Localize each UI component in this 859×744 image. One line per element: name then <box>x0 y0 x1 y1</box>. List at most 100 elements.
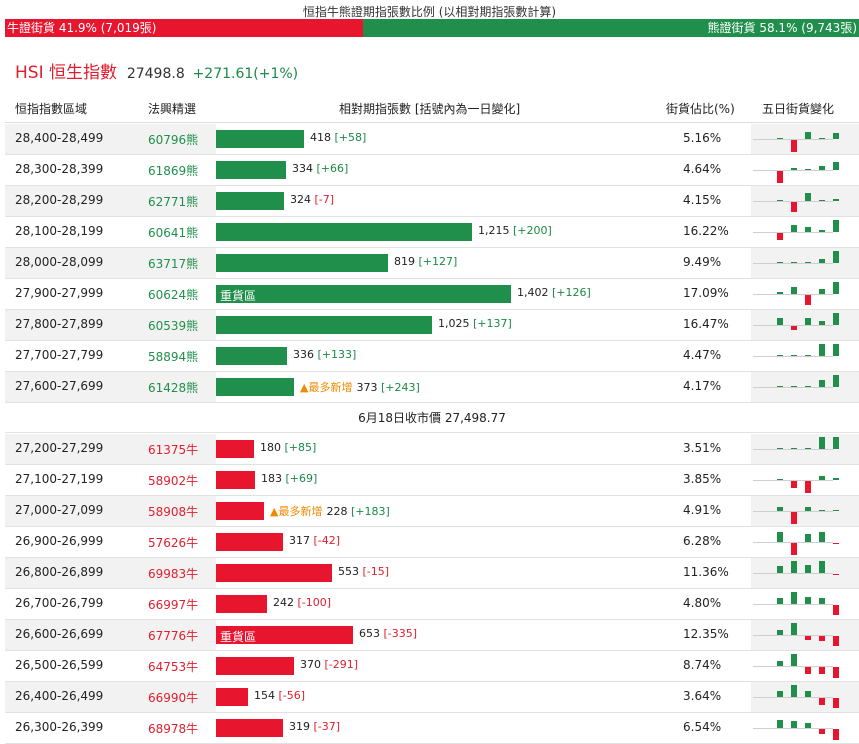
warrant-code-link[interactable]: 60624熊 <box>148 288 199 302</box>
warrant-code-link[interactable]: 57626牛 <box>148 536 199 550</box>
range-cell: 28,100-28,199 <box>15 224 104 238</box>
volume-number: 180 <box>260 441 281 454</box>
row-divider <box>5 681 859 682</box>
volume-change: [+69] <box>285 472 318 485</box>
sparkline-bar <box>777 720 783 728</box>
sparkline-baseline <box>753 170 833 171</box>
volume-change: [+58] <box>334 131 367 144</box>
table-row: 26,700-26,799 66997牛 242 [-100] 4.80% <box>5 589 859 620</box>
table-row: 28,200-28,299 62771熊 324 [-7] 4.15% <box>5 186 859 217</box>
table-row: 27,900-27,999 60624熊 重貨區 1,402 [+126] 17.09% <box>5 279 859 310</box>
row-divider <box>5 402 859 403</box>
bear-volume-bar <box>216 254 388 272</box>
volume-value: 1,215 [+200] <box>478 224 552 237</box>
five-day-sparkline <box>753 217 839 247</box>
outstanding-pct: 4.17% <box>683 379 722 393</box>
sparkline-bar <box>833 698 839 708</box>
table-row: 28,400-28,499 60796熊 418 [+58] 5.16% <box>5 124 859 155</box>
sparkline-bar <box>819 321 825 325</box>
volume-number: 334 <box>292 162 313 175</box>
warrant-code-link[interactable]: 60641熊 <box>148 226 199 240</box>
sparkline-bar <box>833 162 839 170</box>
volume-change: [+127] <box>418 255 458 268</box>
warrant-code-link[interactable]: 60796熊 <box>148 133 199 147</box>
warrant-code-link[interactable]: 61869熊 <box>148 164 199 178</box>
warrant-code-link[interactable]: 67776牛 <box>148 629 199 643</box>
sparkline-bar <box>833 543 839 544</box>
sparkline-baseline <box>753 232 833 233</box>
five-day-sparkline <box>753 527 839 557</box>
most-new-marker: ▲最多新增 <box>300 381 352 394</box>
outstanding-pct: 6.54% <box>683 720 722 734</box>
warrant-code-link[interactable]: 58894熊 <box>148 350 199 364</box>
warrant-code-link[interactable]: 58908牛 <box>148 505 199 519</box>
bull-volume-bar <box>216 471 255 489</box>
outstanding-pct: 3.85% <box>683 472 722 486</box>
sparkline-bar <box>777 171 783 183</box>
warrant-code-link[interactable]: 61375牛 <box>148 443 199 457</box>
warrant-code-link[interactable]: 61428熊 <box>148 381 199 395</box>
bull-volume-bar: 重貨區 <box>216 626 353 644</box>
sparkline-bar <box>819 636 825 641</box>
range-cell: 27,800-27,899 <box>15 317 104 331</box>
warrant-code-link[interactable]: 63717熊 <box>148 257 199 271</box>
table-row: 27,600-27,699 61428熊 ▲最多新增 373 [+243] 4.17% <box>5 372 859 403</box>
index-price: 27498.8 <box>126 66 185 82</box>
warrant-code-link[interactable]: 58902牛 <box>148 474 199 488</box>
warrant-code-link[interactable]: 64753牛 <box>148 660 199 674</box>
volume-change: [+183] <box>350 505 390 518</box>
warrant-code-link[interactable]: 68978牛 <box>148 722 199 736</box>
sparkline-baseline <box>753 697 833 698</box>
sparkline-baseline <box>753 263 833 264</box>
outstanding-pct: 3.51% <box>683 441 722 455</box>
volume-change: [+243] <box>380 381 420 394</box>
outstanding-pct: 16.22% <box>683 224 729 238</box>
sparkline-bar <box>777 661 783 666</box>
table-row: 27,000-27,099 58908牛 ▲最多新增 228 [+183] 4.91% <box>5 496 859 527</box>
warrant-code-link[interactable]: 69983牛 <box>148 567 199 581</box>
sparkline-baseline <box>753 139 833 140</box>
warrant-code-link[interactable]: 62771熊 <box>148 195 199 209</box>
outstanding-pct: 9.49% <box>683 255 722 269</box>
warrant-code-link[interactable]: 60539熊 <box>148 319 199 333</box>
five-day-sparkline <box>753 248 839 278</box>
bar-cell <box>216 186 751 216</box>
table-row: 28,000-28,099 63717熊 819 [+127] 9.49% <box>5 248 859 279</box>
row-divider <box>5 464 859 465</box>
outstanding-pct: 4.91% <box>683 503 722 517</box>
sparkline-bar <box>833 199 839 201</box>
table-row: 26,500-26,599 64753牛 370 [-291] 8.74% <box>5 651 859 682</box>
sparkline-bar <box>833 478 839 480</box>
volume-number: 819 <box>394 255 415 268</box>
table-row: 27,700-27,799 58894熊 336 [+133] 4.47% <box>5 341 859 372</box>
sparkline-bar <box>833 574 839 575</box>
sparkline-bar <box>791 225 797 232</box>
bar-cell <box>216 496 751 526</box>
sparkline-bar <box>805 132 811 139</box>
bar-cell <box>216 434 751 464</box>
sparkline-baseline <box>753 356 833 357</box>
five-day-sparkline <box>753 310 839 340</box>
sparkline-bar <box>791 543 797 555</box>
warrant-code-link[interactable]: 66990牛 <box>148 691 199 705</box>
row-divider <box>5 216 859 217</box>
sparkline-bar <box>819 598 825 604</box>
warrant-code-link[interactable]: 66997牛 <box>148 598 199 612</box>
ratio-title: 恒指牛熊證期指張數比例 (以相對期指張數計算) <box>302 5 557 19</box>
table-row: 26,900-26,999 57626牛 317 [-42] 6.28% <box>5 527 859 558</box>
volume-value: 324 [-7] <box>290 193 334 206</box>
sparkline-bar <box>777 630 783 635</box>
table-row: 27,800-27,899 60539熊 1,025 [+137] 16.47% <box>5 310 859 341</box>
volume-value: 370 [-291] <box>300 658 358 671</box>
volume-value: ▲最多新增 373 [+243] <box>300 379 420 395</box>
volume-number: 242 <box>273 596 294 609</box>
bear-volume-bar <box>216 378 294 396</box>
bear-volume-bar <box>216 130 304 148</box>
index-name[interactable]: HSI 恒生指數 <box>15 63 117 83</box>
bull-volume-bar <box>216 564 332 582</box>
five-day-sparkline <box>753 155 839 185</box>
sparkline-bar <box>833 344 839 356</box>
range-cell: 26,400-26,499 <box>15 689 104 703</box>
sparkline-bar <box>833 375 839 387</box>
volume-value: 180 [+85] <box>260 441 316 454</box>
